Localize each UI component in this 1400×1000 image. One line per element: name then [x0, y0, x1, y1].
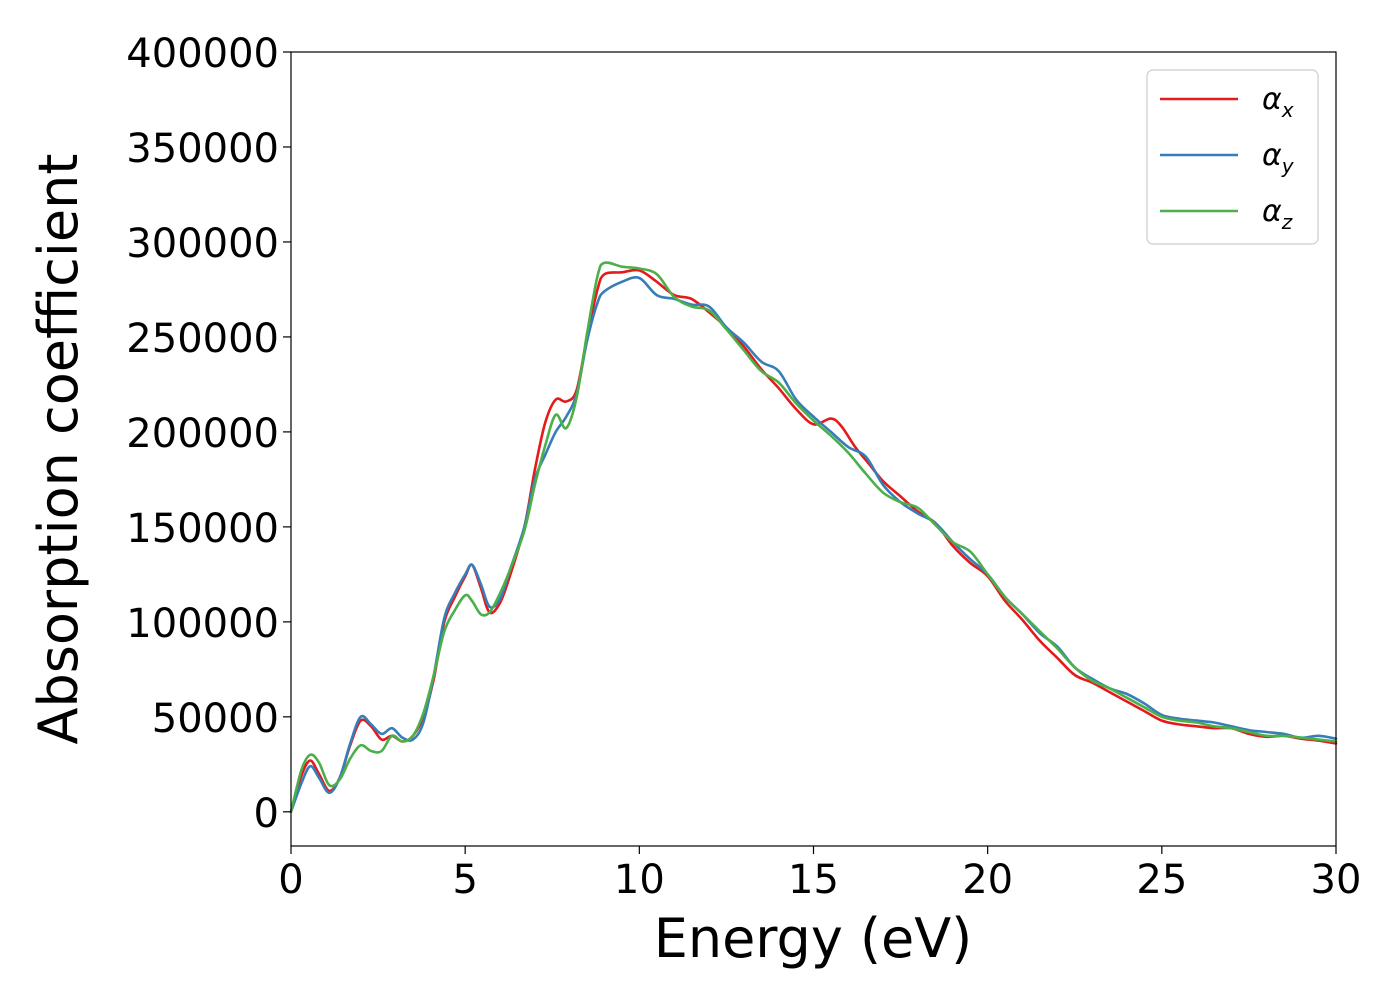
legend-box: [1146, 69, 1319, 245]
x-axis-label: Energy (eV): [654, 907, 973, 970]
y-tick-label: 100000: [126, 601, 279, 647]
y-axis-ticks: 0 50000 100000 150000 200000 250000 300000 3500…: [126, 31, 291, 837]
x-tick-label: 30: [1311, 857, 1362, 903]
x-axis-ticks: 0 5 10 15 20 25 30: [278, 846, 1361, 903]
y-tick-label: 300000: [126, 221, 279, 267]
y-tick-label: 0: [254, 791, 279, 837]
y-tick-label: 50000: [152, 696, 279, 742]
x-tick-label: 15: [788, 857, 839, 903]
legend-label-x: αx: [1262, 82, 1294, 122]
y-tick-label: 400000: [126, 31, 279, 77]
series-line-z: [289, 261, 1338, 814]
y-tick-label: 250000: [126, 316, 279, 362]
legend: αx αy αz: [1146, 69, 1319, 245]
x-tick-label: 20: [962, 857, 1013, 903]
y-tick-label: 350000: [126, 126, 279, 172]
series-layer: [289, 261, 1338, 814]
x-tick-label: 25: [1136, 857, 1187, 903]
y-tick-label: 150000: [126, 506, 279, 552]
legend-label-y: αy: [1262, 138, 1295, 178]
x-tick-label: 10: [614, 857, 665, 903]
legend-label-z: αz: [1262, 194, 1293, 234]
x-tick-label: 0: [278, 857, 303, 903]
series-line-y: [289, 276, 1338, 814]
x-tick-label: 5: [452, 857, 477, 903]
y-axis-label: Absorption coefficient: [27, 154, 90, 745]
y-tick-label: 200000: [126, 411, 279, 457]
